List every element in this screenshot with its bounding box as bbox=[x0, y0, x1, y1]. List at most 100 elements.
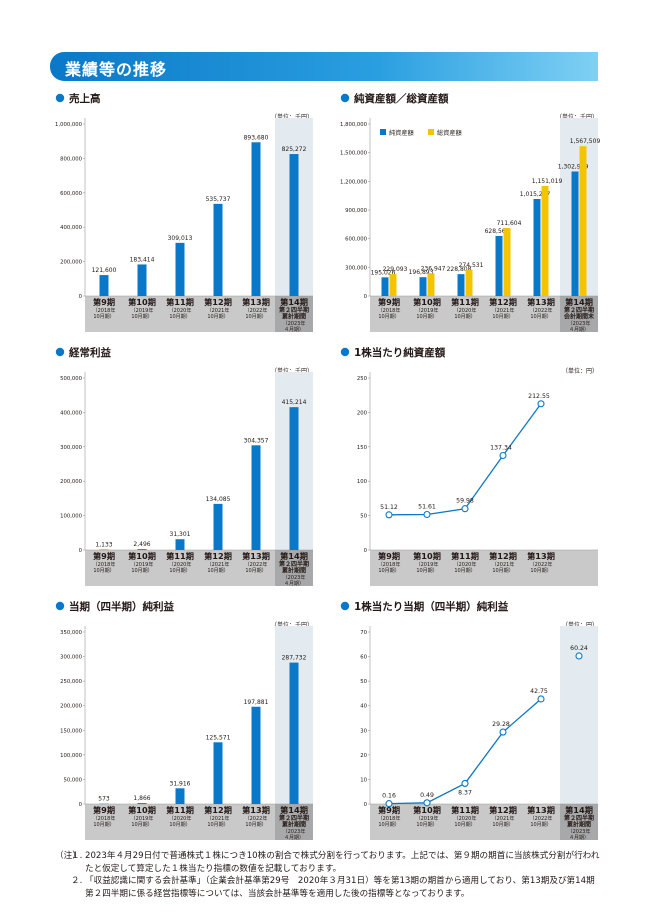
y-tick-label: 500,000 bbox=[60, 376, 83, 382]
category-label: 第12期 bbox=[489, 551, 517, 561]
data-label: 1,866 bbox=[133, 795, 150, 802]
category-sublabel: 10月期） bbox=[378, 822, 399, 828]
category-sublabel: 10月期） bbox=[454, 822, 475, 828]
category-sublabel: 10月期） bbox=[245, 568, 266, 574]
category-sublabel: （2020年 bbox=[454, 307, 477, 314]
y-tick-label: 50 bbox=[360, 514, 367, 520]
category-label: 累計期間 bbox=[282, 821, 306, 829]
data-label: 229,093 bbox=[383, 266, 408, 273]
footnote-number: ２. bbox=[71, 876, 83, 886]
title-bullet-icon bbox=[55, 347, 65, 357]
y-tick-label: 0 bbox=[79, 294, 83, 300]
bar bbox=[289, 662, 299, 804]
category-sublabel: ４月期） bbox=[284, 835, 304, 841]
category-band-highlight bbox=[275, 804, 313, 840]
bar bbox=[251, 706, 261, 804]
y-tick-label: 100,000 bbox=[60, 753, 83, 759]
chart-svg: 純資産額／総資産額 （単位：千円） 0 300,000 600,000 900,000 1,… bbox=[340, 92, 600, 333]
category-sublabel: （2023年 bbox=[568, 320, 591, 327]
category-sublabel: 10月期） bbox=[169, 568, 190, 574]
y-tick-label: 200,000 bbox=[60, 479, 83, 485]
data-point bbox=[423, 510, 431, 519]
category-sublabel: 10月期） bbox=[416, 568, 437, 574]
category-label: 第10期 bbox=[128, 805, 156, 815]
net-assets-per-share-chart: 1株当たり純資産額 （単位：円） 0 50 100 150 200 250 第9期 （2018年 1… bbox=[340, 346, 610, 586]
bar bbox=[175, 788, 185, 804]
chart-title: 当期（四半期）純利益 bbox=[69, 600, 174, 613]
y-tick-label: 250,000 bbox=[60, 679, 83, 685]
bar bbox=[579, 146, 587, 296]
category-sublabel: 10月期） bbox=[131, 822, 152, 828]
bar bbox=[495, 235, 503, 296]
net-income-per-share-chart: 1株当たり当期（四半期）純利益 （単位：円） 0 10 20 30 40 50 60 70 第9期（… bbox=[340, 600, 610, 841]
category-sublabel: （2018年 bbox=[93, 561, 116, 568]
y-tick-label: 200,000 bbox=[60, 260, 83, 266]
data-label: 51.61 bbox=[418, 503, 436, 510]
data-label: 121,600 bbox=[92, 267, 117, 274]
category-label: 第14期 bbox=[280, 805, 308, 815]
y-tick-label: 70 bbox=[360, 630, 367, 636]
data-label: 197,881 bbox=[244, 699, 269, 706]
category-sublabel: （2021年 bbox=[492, 307, 515, 314]
category-sublabel: （2019年 bbox=[131, 815, 154, 822]
y-tick-label: 400,000 bbox=[60, 410, 83, 416]
chart-svg: 当期（四半期）純利益 （単位：千円） 0 50,000 100,000 150,000 20… bbox=[55, 600, 313, 841]
y-tick-label: 100,000 bbox=[60, 514, 83, 520]
category-label: 会計期間末 bbox=[564, 313, 595, 321]
category-sublabel: 10月期） bbox=[530, 822, 551, 828]
category-band-highlight bbox=[560, 296, 598, 332]
unit-label: （単位：千円） bbox=[271, 621, 313, 629]
unit-label: （単位：千円） bbox=[271, 367, 313, 375]
net-assets-total-assets-chart: 純資産額／総資産額 （単位：千円） 0 300,000 600,000 900,000 1,… bbox=[340, 92, 610, 333]
category-sublabel: （2020年 bbox=[169, 307, 192, 314]
category-sublabel: （2018年 bbox=[378, 815, 401, 822]
category-sublabel: 10月期） bbox=[207, 314, 228, 320]
data-label: 125,571 bbox=[206, 734, 231, 741]
category-sublabel: 10月期） bbox=[416, 822, 437, 828]
y-tick-label: 150,000 bbox=[60, 728, 83, 734]
y-tick-label: 40 bbox=[360, 704, 367, 710]
category-sublabel: （2023年 bbox=[283, 828, 306, 835]
category-sublabel: （2021年 bbox=[207, 307, 230, 314]
data-label: 825,272 bbox=[282, 146, 307, 153]
y-tick-label: 150 bbox=[357, 445, 368, 451]
category-label: 第10期 bbox=[413, 805, 441, 815]
category-sublabel: （2022年 bbox=[245, 815, 268, 822]
category-label: 累計期間 bbox=[567, 821, 591, 829]
category-sublabel: 10月期） bbox=[93, 568, 114, 574]
bar bbox=[571, 171, 579, 296]
category-sublabel: 10月期） bbox=[378, 568, 399, 574]
y-tick-label: 1,500,000 bbox=[340, 151, 368, 157]
bar bbox=[457, 274, 465, 296]
category-band-highlight bbox=[275, 550, 313, 586]
category-sublabel: 10月期） bbox=[131, 314, 152, 320]
data-point bbox=[575, 652, 583, 660]
data-label: 309,013 bbox=[168, 235, 193, 242]
footnotes: （注） １. 2023年４月29日付で普通株式１株につき10株の割合で株式分割を… bbox=[55, 850, 600, 900]
category-sublabel: 10月期） bbox=[416, 314, 437, 320]
category-sublabel: ４月期） bbox=[284, 327, 304, 333]
unit-label: （単位：円） bbox=[562, 367, 598, 375]
highlight-column bbox=[560, 118, 598, 296]
unit-label: （単位：千円） bbox=[556, 113, 598, 121]
category-label: 第13期 bbox=[527, 551, 555, 561]
bar bbox=[465, 269, 473, 296]
data-label: 628,566 bbox=[485, 228, 510, 235]
y-tick-label: 250 bbox=[357, 376, 368, 382]
chart-title: 売上高 bbox=[69, 92, 101, 105]
legend-swatch bbox=[380, 129, 386, 135]
category-sublabel: （2021年 bbox=[207, 815, 230, 822]
y-tick-label: 50 bbox=[360, 679, 367, 685]
data-label: 711,604 bbox=[497, 220, 522, 227]
data-label: 1,151,019 bbox=[532, 178, 563, 185]
data-point bbox=[461, 779, 469, 787]
category-label: 第２四半期 bbox=[563, 814, 594, 822]
bar bbox=[137, 549, 147, 550]
data-label: 183,414 bbox=[130, 256, 155, 263]
category-label: 第11期 bbox=[451, 805, 479, 815]
category-sublabel: （2018年 bbox=[378, 307, 401, 314]
y-tick-label: 350,000 bbox=[60, 630, 83, 636]
category-band-highlight bbox=[560, 804, 598, 840]
category-label: 第9期 bbox=[93, 551, 115, 561]
category-label: 第11期 bbox=[451, 551, 479, 561]
